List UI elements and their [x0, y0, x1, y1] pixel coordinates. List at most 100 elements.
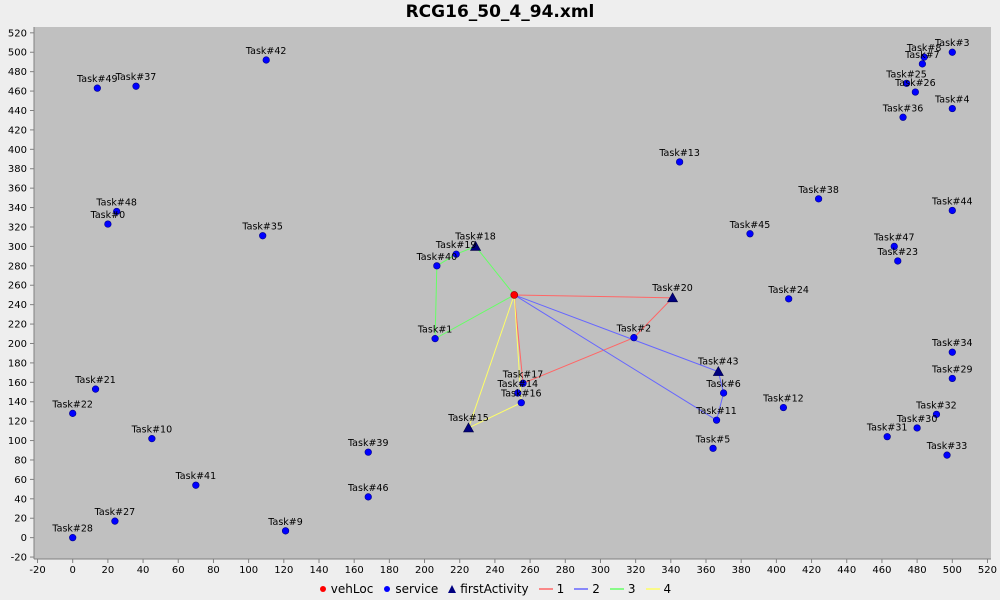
x-tick-label: 20: [102, 565, 115, 576]
x-tick-label: 0: [70, 565, 76, 576]
y-tick-label: 0: [21, 533, 27, 544]
y-tick-label: 500: [8, 48, 27, 59]
y-tick-label: 180: [8, 358, 27, 369]
x-tick-label: -20: [29, 565, 45, 576]
legend-label: service: [395, 582, 439, 596]
first-activity-label: Task#15: [447, 413, 489, 424]
y-tick-label: 20: [14, 514, 27, 525]
service-point: [93, 84, 101, 92]
x-tick-label: 120: [274, 565, 293, 576]
chart-title: RCG16_50_4_94.xml: [405, 2, 595, 22]
service-point-label: Task#8: [906, 43, 942, 54]
service-point-label: Task#1: [417, 325, 453, 336]
x-tick-label: 240: [485, 565, 504, 576]
legend-item-firstActivity: firstActivity: [448, 582, 529, 596]
service-point: [113, 207, 121, 216]
first-activity-point: [463, 422, 475, 433]
service-point: [720, 389, 728, 397]
first-activity-point: [470, 240, 482, 251]
service-point: [364, 448, 372, 456]
x-tick-label: 220: [450, 565, 469, 576]
service-point: [259, 232, 267, 240]
service-point: [779, 403, 788, 412]
x-tick-label: 160: [345, 565, 364, 576]
service-point: [746, 230, 754, 238]
service-point-label: Task#2: [616, 324, 652, 335]
legend-symbol: [538, 588, 553, 590]
service-point: [894, 257, 902, 265]
service-point: [785, 295, 793, 303]
y-tick-label: 440: [8, 106, 27, 117]
service-point-label: Task#13: [658, 148, 700, 159]
service-point: [899, 113, 907, 121]
service-point-label: Task#23: [876, 247, 918, 258]
service-point-label: Task#7: [904, 50, 940, 61]
legend-label: 1: [556, 582, 565, 596]
x-tick-label: 400: [767, 565, 786, 576]
service-point-label: Task#49: [76, 74, 118, 85]
service-point: [69, 409, 77, 417]
y-axis-ticks: -20 0 20 40 60 80 100 120 140 160 180 200 220 240 260 2…: [8, 28, 34, 564]
service-point-label: Task#46: [347, 483, 389, 494]
service-point: [890, 242, 898, 251]
x-tick-label: 320: [626, 565, 645, 576]
y-tick-label: 240: [8, 300, 27, 311]
y-tick-label: 340: [8, 203, 27, 214]
service-point-label: Task#35: [241, 222, 283, 233]
service-point: [948, 104, 956, 113]
service-point: [364, 493, 372, 501]
service-point: [918, 60, 926, 68]
service-point: [814, 195, 823, 203]
service-point-label: Task#37: [115, 72, 157, 83]
y-tick-label: 380: [8, 164, 27, 175]
service-point-label: Task#29: [931, 364, 973, 375]
first-activity-label: Task#43: [697, 357, 739, 368]
legend-item-4: 4: [645, 582, 671, 596]
y-tick-label: 140: [8, 397, 27, 408]
legend-symbol: [448, 585, 457, 593]
service-point: [948, 348, 956, 356]
service-point-label: Task#14: [496, 379, 538, 390]
service-point-label: Task#30: [896, 414, 938, 425]
legend-symbol: [609, 588, 624, 590]
x-tick-label: 380: [732, 565, 751, 576]
service-point-label: Task#39: [347, 438, 389, 449]
service-point-label: Task#38: [797, 185, 839, 196]
x-tick-label: 40: [137, 565, 150, 576]
y-tick-label: 300: [8, 242, 27, 253]
route-line-4: [467, 294, 522, 429]
x-tick-label: 180: [380, 565, 399, 576]
service-point-label: Task#21: [74, 375, 116, 386]
y-tick-label: 100: [8, 436, 27, 447]
service-point-label: Task#41: [175, 471, 217, 482]
legend-label: firstActivity: [460, 582, 529, 596]
y-tick-label: 220: [8, 320, 27, 331]
service-point: [948, 48, 956, 56]
vehicle-location-point: [510, 291, 519, 299]
service-point: [91, 385, 100, 393]
service-point: [902, 79, 911, 87]
service-point-label: Task#0: [90, 210, 126, 221]
legend-symbol: [574, 588, 589, 590]
legend-symbol: [645, 588, 660, 590]
x-tick-label: 500: [943, 565, 962, 576]
service-point-label: Task#31: [866, 423, 908, 434]
x-tick-label: 520: [978, 565, 997, 576]
service-point: [519, 379, 527, 387]
x-tick-label: 300: [591, 565, 610, 576]
service-point-label: Task#11: [695, 406, 737, 417]
service-point: [132, 82, 140, 90]
service-point-label: Task#12: [762, 394, 804, 405]
service-point-label: Task#6: [705, 379, 741, 390]
y-tick-label: 320: [8, 222, 27, 233]
service-point: [111, 517, 119, 525]
service-point: [69, 534, 77, 542]
service-point-label: Task#10: [131, 425, 173, 436]
service-point: [709, 444, 717, 452]
service-point-label: Task#27: [94, 507, 136, 518]
service-point: [431, 335, 439, 343]
y-tick-label: 280: [8, 261, 27, 272]
legend-item-vehLoc: vehLoc: [319, 582, 373, 596]
service-point-label: Task#42: [245, 46, 287, 57]
